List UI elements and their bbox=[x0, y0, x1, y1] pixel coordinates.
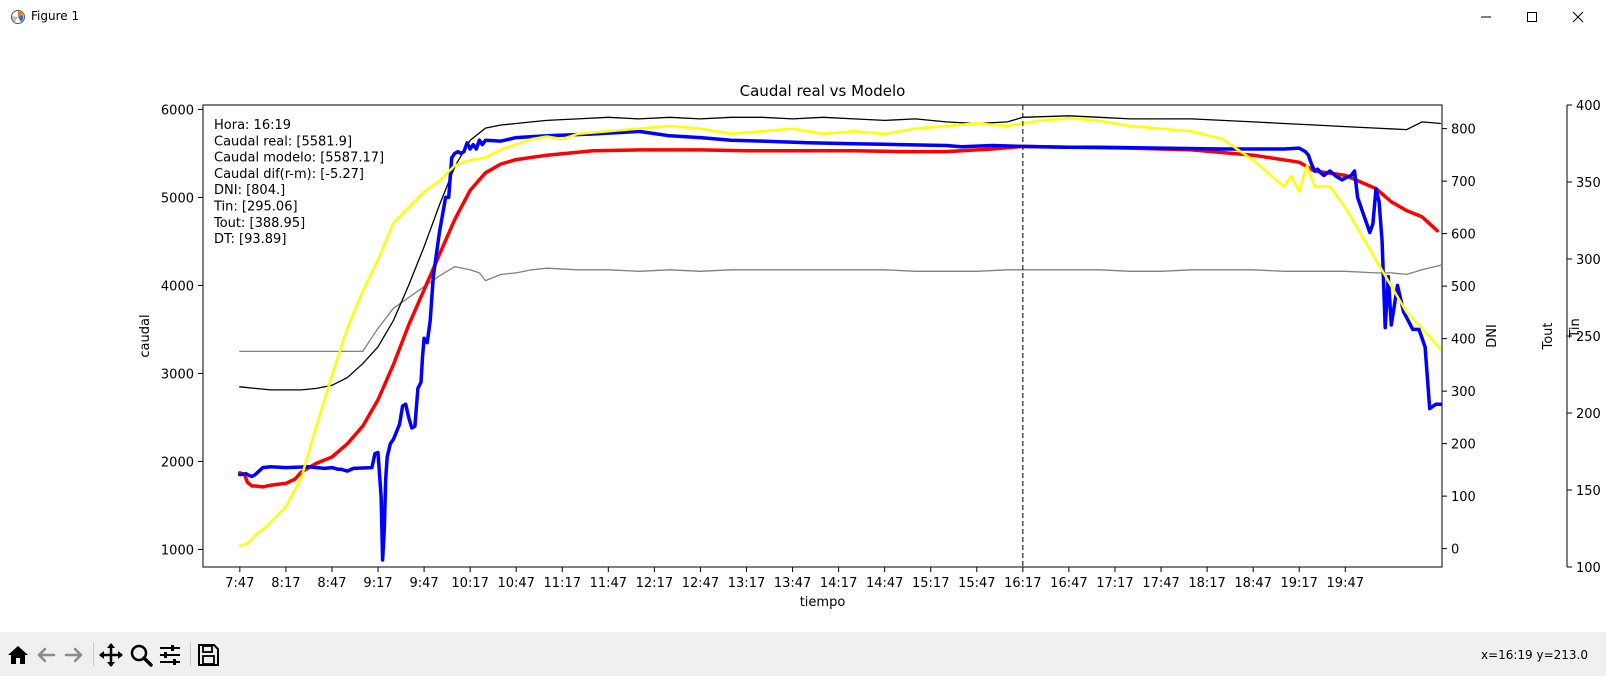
minimize-button[interactable] bbox=[1463, 0, 1509, 34]
x-tick-label: 19:17 bbox=[1280, 576, 1317, 591]
x-tick-label: 11:17 bbox=[544, 576, 581, 591]
tout-tick-label: 400 bbox=[1576, 99, 1601, 114]
y-tick-label: 5000 bbox=[161, 191, 194, 206]
home-button[interactable] bbox=[5, 642, 31, 668]
series-line-dni bbox=[238, 116, 1442, 548]
x-tick-label: 17:47 bbox=[1142, 576, 1179, 591]
tout-tick-label: 100 bbox=[1576, 561, 1601, 576]
annotation-line: DNI: [804.] bbox=[214, 183, 285, 198]
window-title: Figure 1 bbox=[31, 9, 80, 23]
tout-axis-label: Tout bbox=[1541, 322, 1556, 350]
cursor-coordinates: x=16:19 y=213.0 bbox=[1480, 648, 1588, 662]
pan-button[interactable] bbox=[98, 642, 124, 668]
series-line-tout bbox=[239, 115, 1442, 391]
annotation-line: Caudal real: [5581.9] bbox=[214, 134, 352, 149]
close-button[interactable] bbox=[1555, 0, 1601, 34]
minimize-icon bbox=[1481, 16, 1491, 18]
x-tick-label: 12:17 bbox=[636, 576, 673, 591]
x-tick-label: 16:47 bbox=[1050, 576, 1087, 591]
home-icon bbox=[8, 646, 28, 664]
tout-tick-label: 150 bbox=[1576, 484, 1601, 499]
annotation-line: Tin: [295.06] bbox=[213, 200, 298, 215]
x-tick-label: 7:47 bbox=[225, 576, 254, 591]
tin-axis-label: Tin bbox=[1568, 318, 1583, 338]
configure-subplots-button[interactable] bbox=[157, 642, 183, 668]
y-tick-label: 3000 bbox=[161, 367, 194, 382]
x-tick-label: 8:17 bbox=[271, 576, 300, 591]
chart-title: Caudal real vs Modelo bbox=[740, 82, 906, 100]
y-tick-label: 4000 bbox=[161, 279, 194, 294]
annotation-line: Caudal dif(r-m): [-5.27] bbox=[214, 167, 364, 182]
x-tick-label: 12:47 bbox=[682, 576, 719, 591]
dni-tick-label: 0 bbox=[1451, 543, 1459, 558]
chart[interactable]: Caudal real vs Modelo 7:47 8:17 8:47 9:17 9:4… bbox=[0, 34, 1606, 632]
x-tick-label: 15:47 bbox=[958, 576, 995, 591]
figure-canvas[interactable]: Caudal real vs Modelo 7:47 8:17 8:47 9:17 9:4… bbox=[0, 34, 1606, 632]
maximize-icon bbox=[1527, 12, 1537, 22]
maximize-button[interactable] bbox=[1509, 0, 1555, 34]
series-line-tin bbox=[239, 264, 1442, 353]
x-tick-label: 8:47 bbox=[317, 576, 346, 591]
y-tick-label: 2000 bbox=[161, 455, 194, 470]
x-tick-label: 13:17 bbox=[728, 576, 765, 591]
back-button[interactable] bbox=[33, 642, 59, 668]
dni-axis-label: DNI bbox=[1485, 324, 1500, 348]
x-tick-label: 9:47 bbox=[409, 576, 438, 591]
x-tick-label: 10:47 bbox=[497, 576, 534, 591]
dni-tick-label: 800 bbox=[1451, 123, 1476, 138]
matplotlib-icon bbox=[11, 10, 25, 24]
y-tick-label: 6000 bbox=[161, 103, 194, 118]
x-tick-label: 15:17 bbox=[912, 576, 949, 591]
x-tick-label: 14:47 bbox=[866, 576, 903, 591]
configure-subplots-icon bbox=[160, 645, 180, 665]
tout-tick-label: 350 bbox=[1576, 176, 1601, 191]
series-line-caudal-real bbox=[238, 129, 1443, 562]
x-tick-label: 14:17 bbox=[820, 576, 857, 591]
annotation-line: Tout: [388.95] bbox=[213, 216, 305, 231]
y-axis-label: caudal bbox=[138, 314, 153, 357]
tout-tick-label: 300 bbox=[1576, 253, 1601, 268]
title-bar: Figure 1 bbox=[0, 0, 1606, 35]
navigation-toolbar: x=16:19 y=213.0 bbox=[0, 632, 1606, 676]
zoom-icon bbox=[130, 644, 153, 667]
toolbar-separator bbox=[93, 642, 94, 666]
x-tick-label: 9:17 bbox=[363, 576, 392, 591]
zoom-button[interactable] bbox=[128, 642, 154, 668]
forward-button[interactable] bbox=[61, 642, 87, 668]
x-tick-label: 18:17 bbox=[1188, 576, 1225, 591]
forward-icon bbox=[64, 647, 83, 663]
dni-tick-label: 500 bbox=[1451, 280, 1476, 295]
dni-tick-label: 700 bbox=[1451, 175, 1476, 190]
plot-frame bbox=[202, 104, 1443, 568]
x-tick-label: 19:47 bbox=[1327, 576, 1364, 591]
x-tick-label: 10:17 bbox=[451, 576, 488, 591]
tout-tick-label: 200 bbox=[1576, 407, 1601, 422]
toolbar-separator bbox=[190, 642, 191, 666]
save-button[interactable] bbox=[195, 642, 221, 668]
save-icon bbox=[198, 644, 219, 666]
x-tick-label: 16:17 bbox=[1004, 576, 1041, 591]
back-icon bbox=[37, 647, 56, 663]
dni-tick-label: 300 bbox=[1451, 385, 1476, 400]
x-tick-label: 13:47 bbox=[774, 576, 811, 591]
x-tick-label: 11:47 bbox=[590, 576, 627, 591]
tout-tick-label: 250 bbox=[1576, 330, 1601, 345]
pan-icon bbox=[99, 643, 123, 667]
y-tick-label: 1000 bbox=[161, 543, 194, 558]
series-line-caudal-modelo bbox=[238, 144, 1440, 489]
dni-tick-label: 200 bbox=[1451, 438, 1476, 453]
annotation-line: Hora: 16:19 bbox=[214, 118, 291, 133]
annotation-line: Caudal modelo: [5587.17] bbox=[214, 151, 384, 166]
dni-tick-label: 400 bbox=[1451, 333, 1476, 348]
close-icon bbox=[1572, 11, 1584, 23]
x-tick-label: 17:17 bbox=[1096, 576, 1133, 591]
dni-tick-label: 600 bbox=[1451, 228, 1476, 243]
x-tick-label: 18:47 bbox=[1234, 576, 1271, 591]
dni-tick-label: 100 bbox=[1451, 490, 1476, 505]
annotation-line: DT: [93.89] bbox=[214, 232, 286, 247]
x-axis-label: tiempo bbox=[800, 595, 846, 610]
